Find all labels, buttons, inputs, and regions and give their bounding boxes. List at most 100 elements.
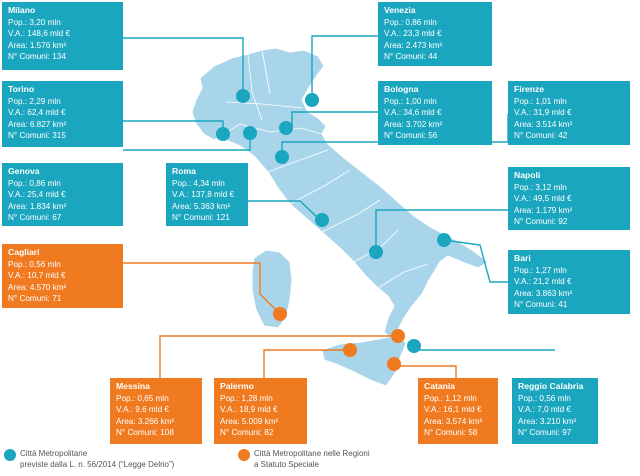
city-population: Pop.: 2,29 mln bbox=[8, 96, 61, 106]
city-area: Area: 3.514 km² bbox=[514, 119, 573, 129]
city-box-bologna: Bologna Pop.: 1,00 mln V.A.: 34,6 mld € … bbox=[378, 81, 492, 145]
city-value-added: V.A.: 10,7 mld € bbox=[8, 271, 66, 281]
bologna-dot bbox=[279, 121, 293, 135]
legend-special: Città Metropolitane nelle Regioni a Stat… bbox=[238, 448, 438, 472]
city-name: Roma bbox=[172, 166, 196, 176]
city-comuni: N° Comuni: 56 bbox=[384, 131, 438, 141]
city-name: Venezia bbox=[384, 5, 416, 15]
city-area: Area: 3.702 km² bbox=[384, 119, 443, 129]
city-comuni: N° Comuni: 44 bbox=[384, 52, 438, 62]
legend-special-line1: Città Metropolitane nelle Regioni bbox=[254, 449, 370, 458]
city-population: Pop.: 0,86 mln bbox=[384, 17, 437, 27]
reggio-dot bbox=[407, 339, 421, 353]
city-population: Pop.: 0,56 mln bbox=[518, 393, 571, 403]
city-population: Pop.: 1,12 mln bbox=[424, 393, 477, 403]
city-comuni: N° Comuni: 134 bbox=[8, 52, 66, 62]
messina-dot bbox=[391, 329, 405, 343]
city-value-added: V.A.: 148,6 mld € bbox=[8, 29, 71, 39]
legend-metro: Città Metropolitane previste dalla L. n.… bbox=[4, 448, 224, 472]
city-name: Catania bbox=[424, 381, 456, 391]
milano-dot bbox=[236, 89, 250, 103]
city-area: Area: 1.576 km² bbox=[8, 40, 67, 50]
city-area: Area: 3.210 km² bbox=[518, 416, 577, 426]
city-comuni: N° Comuni: 82 bbox=[220, 428, 274, 438]
city-name: Palermo bbox=[220, 381, 254, 391]
city-name: Milano bbox=[8, 5, 36, 15]
city-area: Area: 2.473 km² bbox=[384, 40, 443, 50]
city-box-catania: Catania Pop.: 1,12 mln V.A.: 16,1 mld € … bbox=[418, 378, 498, 444]
city-comuni: N° Comuni: 67 bbox=[8, 213, 62, 223]
legend-special-line2: a Statuto Speciale bbox=[254, 460, 319, 469]
city-population: Pop.: 1,28 mln bbox=[220, 393, 273, 403]
city-comuni: N° Comuni: 71 bbox=[8, 294, 62, 304]
city-comuni: N° Comuni: 97 bbox=[518, 428, 572, 438]
city-name: Cagliari bbox=[8, 247, 40, 257]
city-area: Area: 3.863 km² bbox=[514, 288, 573, 298]
city-box-bari: Bari Pop.: 1,27 mln V.A.: 21,2 mld € Are… bbox=[508, 250, 630, 314]
genova-dot bbox=[243, 126, 257, 140]
catania-dot bbox=[387, 357, 401, 371]
city-box-reggio-calabria: Reggio Calabria Pop.: 0,56 mln V.A.: 7,0… bbox=[512, 378, 598, 444]
city-population: Pop.: 3,12 mln bbox=[514, 182, 567, 192]
city-box-genova: Genova Pop.: 0,86 mln V.A.: 25,4 mld € A… bbox=[2, 163, 123, 226]
city-population: Pop.: 0,65 mln bbox=[116, 393, 169, 403]
city-value-added: V.A.: 62,4 mld € bbox=[8, 108, 66, 118]
city-box-firenze: Firenze Pop.: 1,01 mln V.A.: 31,9 mld € … bbox=[508, 81, 630, 145]
legend-metro-line2: previste dalla L. n. 56/2014 (“Legge Del… bbox=[20, 460, 175, 469]
city-box-messina: Messina Pop.: 0,65 mln V.A.: 9,6 mld € A… bbox=[110, 378, 202, 444]
city-comuni: N° Comuni: 58 bbox=[424, 428, 478, 438]
city-box-palermo: Palermo Pop.: 1,28 mln V.A.: 18,9 mld € … bbox=[214, 378, 307, 444]
legend-metro-dot-icon bbox=[4, 449, 16, 461]
city-area: Area: 1.179 km² bbox=[514, 205, 573, 215]
city-value-added: V.A.: 9,6 mld € bbox=[116, 405, 169, 415]
city-box-napoli: Napoli Pop.: 3,12 mln V.A.: 49,5 mld € A… bbox=[508, 167, 630, 230]
city-value-added: V.A.: 16,1 mld € bbox=[424, 405, 482, 415]
city-population: Pop.: 1,00 mln bbox=[384, 96, 437, 106]
bari-dot bbox=[437, 233, 451, 247]
city-name: Torino bbox=[8, 84, 35, 94]
city-area: Area: 5.363 km² bbox=[172, 201, 231, 211]
city-population: Pop.: 1,01 mln bbox=[514, 96, 567, 106]
city-area: Area: 3.266 km² bbox=[116, 416, 175, 426]
city-value-added: V.A.: 34,6 mld € bbox=[384, 108, 442, 118]
city-value-added: V.A.: 31,9 mld € bbox=[514, 108, 572, 118]
city-name: Napoli bbox=[514, 170, 541, 180]
legend-metro-line1: Città Metropolitane bbox=[20, 449, 88, 458]
city-value-added: V.A.: 137,8 mld € bbox=[172, 190, 235, 200]
city-population: Pop.: 3,20 mln bbox=[8, 17, 61, 27]
city-name: Messina bbox=[116, 381, 150, 391]
city-box-torino: Torino Pop.: 2,29 mln V.A.: 62,4 mld € A… bbox=[2, 81, 123, 147]
city-comuni: N° Comuni: 41 bbox=[514, 300, 568, 310]
cagliari-dot bbox=[273, 307, 287, 321]
city-name: Bari bbox=[514, 253, 531, 263]
roma-dot bbox=[315, 213, 329, 227]
city-name: Reggio Calabria bbox=[518, 381, 584, 391]
city-value-added: V.A.: 49,5 mld € bbox=[514, 194, 572, 204]
city-comuni: N° Comuni: 315 bbox=[8, 131, 66, 141]
city-box-venezia: Venezia Pop.: 0,86 mln V.A.: 23,3 mld € … bbox=[378, 2, 492, 66]
city-population: Pop.: 0,56 mln bbox=[8, 259, 61, 269]
city-box-cagliari: Cagliari Pop.: 0,56 mln V.A.: 10,7 mld €… bbox=[2, 244, 123, 308]
city-value-added: V.A.: 25,4 mld € bbox=[8, 190, 66, 200]
legend-special-dot-icon bbox=[238, 449, 250, 461]
city-comuni: N° Comuni: 42 bbox=[514, 131, 568, 141]
palermo-dot bbox=[343, 343, 357, 357]
torino-dot bbox=[216, 127, 230, 141]
city-value-added: V.A.: 21,2 mld € bbox=[514, 277, 572, 287]
napoli-dot bbox=[369, 245, 383, 259]
city-area: Area: 6.827 km² bbox=[8, 119, 67, 129]
venezia-dot bbox=[305, 93, 319, 107]
city-area: Area: 1.834 km² bbox=[8, 201, 67, 211]
firenze-dot bbox=[275, 150, 289, 164]
city-area: Area: 4.570 km² bbox=[8, 282, 67, 292]
city-name: Genova bbox=[8, 166, 40, 176]
city-population: Pop.: 0,86 mln bbox=[8, 178, 61, 188]
city-comuni: N° Comuni: 121 bbox=[172, 213, 230, 223]
city-comuni: N° Comuni: 92 bbox=[514, 217, 568, 227]
city-area: Area: 5.009 km² bbox=[220, 416, 279, 426]
city-population: Pop.: 4,34 mln bbox=[172, 178, 225, 188]
city-area: Area: 3.574 km² bbox=[424, 416, 483, 426]
city-box-roma: Roma Pop.: 4,34 mln V.A.: 137,8 mld € Ar… bbox=[166, 163, 248, 226]
city-value-added: V.A.: 18,9 mld € bbox=[220, 405, 278, 415]
